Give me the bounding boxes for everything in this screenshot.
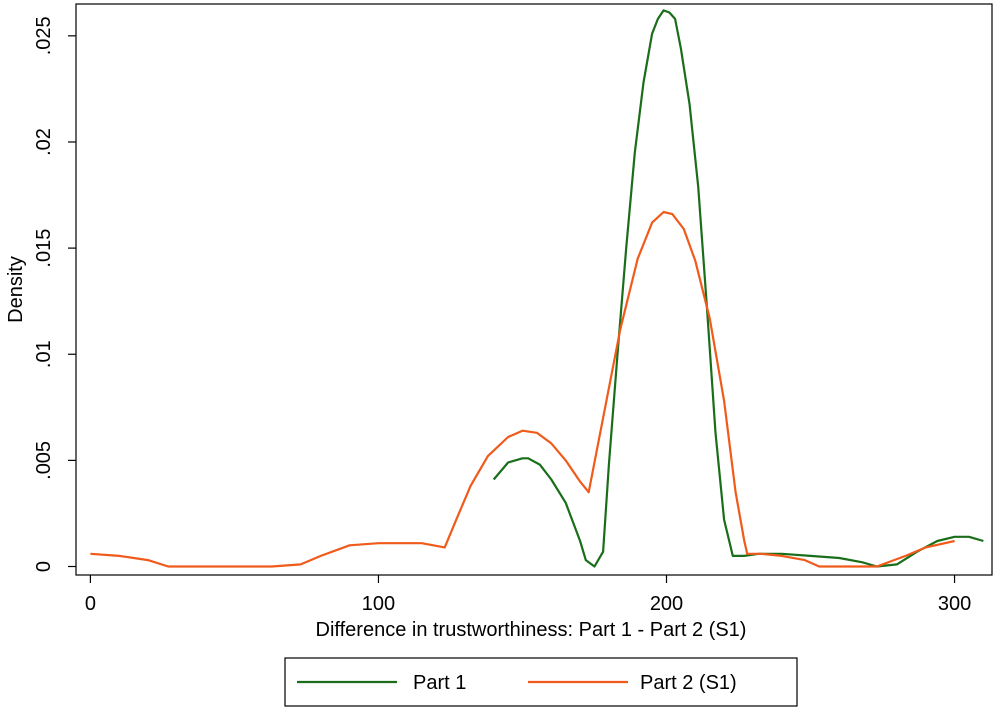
- y-tick-label: .01: [33, 340, 55, 368]
- x-tick-label: 100: [362, 593, 395, 615]
- legend-label-2: Part 2 (S1): [640, 672, 737, 694]
- x-axis: 0 100 200 300: [85, 575, 971, 615]
- y-tick-label: .025: [33, 16, 55, 55]
- x-tick-label: 200: [650, 593, 683, 615]
- series-layer: [90, 9, 984, 568]
- legend-label-1: Part 1: [413, 672, 466, 694]
- y-axis-title: Density: [5, 256, 27, 323]
- y-tick-label: .015: [33, 229, 55, 268]
- series-line-2: [90, 210, 955, 568]
- y-tick-label: .005: [33, 441, 55, 480]
- series-line-1: [492, 9, 984, 568]
- x-axis-title: Difference in trustworthiness: Part 1 - …: [316, 619, 747, 641]
- y-axis: 0 .005 .01 .015 .02 .025: [33, 16, 76, 572]
- plot-frame: [75, 3, 993, 576]
- y-tick-label: 0: [33, 561, 55, 572]
- x-tick-label: 0: [85, 593, 96, 615]
- x-tick-label: 300: [938, 593, 971, 615]
- legend: Part 1 Part 2 (S1): [284, 657, 798, 707]
- y-tick-label: .02: [33, 128, 55, 156]
